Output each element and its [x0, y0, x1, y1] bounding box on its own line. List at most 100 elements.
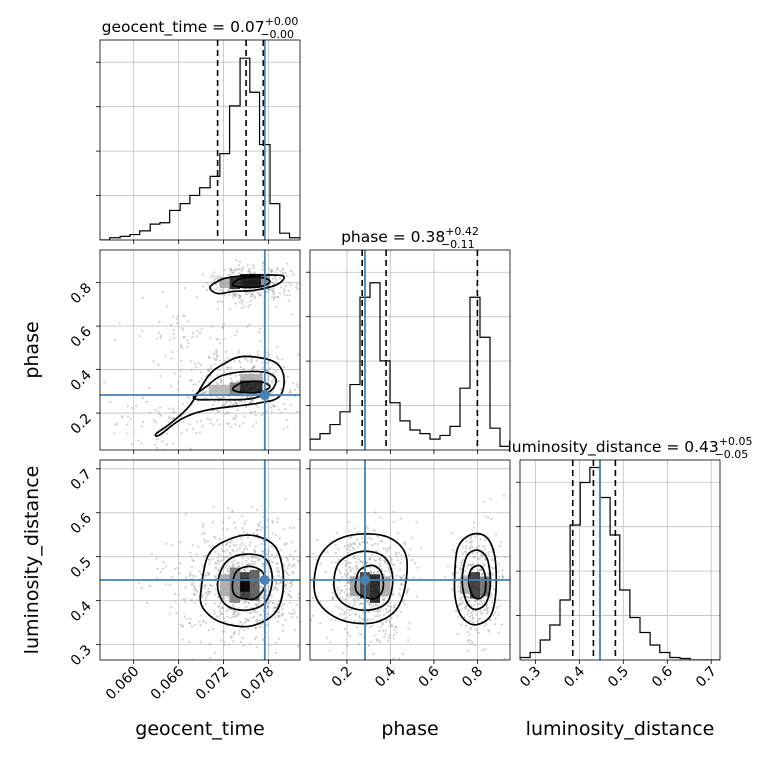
sample-point [261, 597, 264, 600]
sample-point [231, 548, 234, 552]
sample-point [277, 358, 280, 361]
sample-point [352, 556, 355, 559]
sample-point [274, 651, 278, 655]
sample-point [249, 395, 252, 398]
sample-point [392, 563, 395, 567]
sample-point [271, 519, 274, 522]
sample-point [240, 306, 243, 309]
sample-point [383, 561, 386, 564]
sample-point [373, 634, 376, 637]
sample-point [378, 562, 381, 566]
sample-point [287, 564, 290, 567]
sample-point [176, 389, 179, 392]
y-tick-label: 0.4 [68, 598, 95, 625]
sample-point [208, 656, 212, 659]
y-tick-label: 0.3 [68, 642, 95, 669]
sample-point [483, 563, 486, 567]
sample-point [235, 415, 238, 418]
sample-point [236, 403, 239, 406]
sample-point [274, 295, 277, 298]
sample-point [253, 556, 256, 559]
sample-point [237, 380, 240, 383]
sample-point [237, 294, 240, 297]
sample-point [393, 603, 396, 607]
sample-point [259, 625, 262, 629]
sample-point [475, 547, 478, 550]
sample-point [216, 409, 219, 412]
sample-point [477, 620, 480, 624]
sample-point [214, 593, 217, 596]
sample-point [247, 536, 250, 539]
sample-point [235, 258, 238, 262]
sample-point [214, 576, 217, 579]
sample-point [208, 572, 211, 575]
sample-point [293, 564, 296, 568]
sample-point [351, 567, 354, 570]
sample-point [350, 543, 353, 547]
sample-point [382, 598, 386, 601]
sample-point [326, 551, 329, 554]
sample-point [194, 383, 197, 386]
panel-title: luminosity_distance = 0.43+0.05 −0.05 [508, 435, 753, 461]
sample-point [113, 432, 116, 435]
sample-point [221, 325, 224, 328]
sample-point [252, 532, 255, 535]
sample-point [201, 595, 204, 599]
sample-point [293, 388, 296, 392]
sample-point [176, 424, 180, 427]
sample-point [498, 598, 501, 602]
sample-point [199, 419, 202, 422]
sample-point [201, 425, 204, 428]
sample-point [370, 572, 373, 575]
sample-point [481, 603, 484, 606]
sample-point [355, 561, 358, 564]
sample-point [241, 395, 244, 398]
grid-lines [100, 40, 300, 240]
sample-point [202, 585, 206, 588]
sample-point [272, 290, 275, 293]
sample-point [220, 379, 223, 382]
sample-point [250, 293, 253, 297]
sample-point [387, 605, 390, 608]
sample-point [476, 557, 479, 561]
sample-point [255, 636, 258, 639]
sample-point [407, 627, 410, 630]
sample-point [281, 269, 284, 272]
sample-point [465, 605, 468, 608]
sample-point [289, 388, 292, 392]
sample-point [283, 543, 286, 546]
sample-point [253, 410, 256, 413]
sample-point [226, 507, 230, 510]
sample-point [131, 407, 134, 410]
sample-point [287, 290, 290, 293]
sample-point [345, 575, 348, 578]
sample-point [276, 355, 279, 358]
scatter-panel-phase__luminosity_distance [306, 459, 511, 664]
sample-point [168, 583, 171, 587]
sample-point [283, 589, 286, 593]
sample-point [232, 640, 235, 643]
sample-point [152, 360, 155, 363]
sample-point [277, 379, 280, 382]
sample-point [240, 302, 244, 305]
sample-point [158, 412, 161, 416]
sample-point [349, 562, 352, 565]
contour-line [154, 355, 285, 437]
sample-point [272, 588, 275, 591]
sample-point [256, 618, 259, 622]
sample-point [498, 605, 501, 608]
sample-point [189, 617, 192, 620]
sample-point [255, 528, 258, 531]
sample-point [272, 575, 276, 578]
sample-point [181, 624, 185, 628]
sample-point [398, 568, 402, 571]
sample-point [458, 604, 461, 607]
sample-point [265, 410, 268, 413]
sample-point [238, 296, 241, 300]
sample-point [230, 540, 234, 543]
sample-point [502, 494, 506, 497]
sample-point [231, 509, 234, 512]
sample-point [183, 615, 186, 618]
sample-point [359, 543, 362, 546]
sample-point [236, 614, 239, 617]
